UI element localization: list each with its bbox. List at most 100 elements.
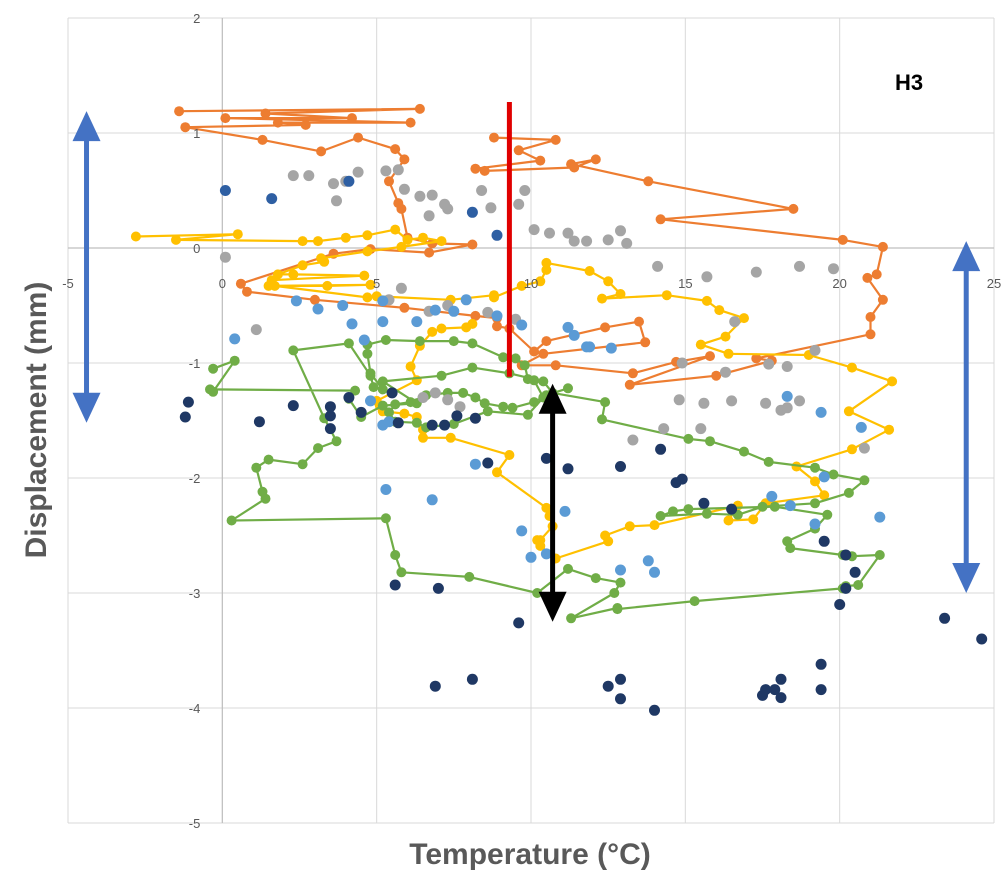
data-point — [362, 246, 373, 257]
series-1 — [174, 103, 888, 390]
data-point — [627, 368, 638, 379]
data-point — [458, 387, 469, 398]
data-point — [513, 617, 525, 629]
data-point — [395, 282, 407, 294]
data-point — [615, 577, 626, 588]
data-point — [819, 490, 830, 501]
data-point — [840, 582, 852, 594]
data-point — [392, 417, 404, 429]
data-point — [785, 543, 796, 554]
data-point — [290, 295, 302, 307]
data-point — [535, 276, 546, 287]
data-point — [513, 198, 525, 210]
data-point — [380, 484, 392, 495]
data-point — [287, 400, 299, 412]
data-point — [445, 432, 456, 443]
data-point — [380, 165, 392, 177]
data-point — [683, 433, 694, 444]
data-point — [389, 579, 401, 591]
data-point — [541, 336, 552, 347]
data-point — [769, 501, 780, 512]
data-point — [624, 379, 635, 390]
data-point — [479, 398, 490, 409]
data-point — [454, 401, 466, 413]
x-tick-label: 25 — [987, 276, 1001, 291]
data-point — [489, 132, 499, 143]
data-point — [855, 421, 867, 433]
data-point — [492, 321, 502, 332]
y-tick-label: -1 — [189, 356, 201, 371]
data-point — [405, 361, 416, 372]
data-point — [343, 392, 355, 403]
data-point — [794, 395, 805, 407]
data-point — [469, 458, 481, 470]
data-point — [865, 329, 876, 340]
data-point — [253, 416, 265, 428]
data-point — [130, 231, 141, 242]
data-point — [242, 286, 252, 297]
data-point — [426, 189, 438, 201]
data-point — [414, 336, 425, 347]
data-point — [810, 498, 820, 509]
data-point — [417, 392, 429, 403]
data-point — [602, 680, 614, 692]
data-point — [482, 306, 494, 318]
data-point — [781, 390, 793, 402]
data-point — [862, 272, 873, 283]
data-point — [621, 237, 633, 249]
data-point — [479, 165, 490, 176]
data-point — [352, 166, 364, 178]
data-point — [843, 487, 854, 498]
data-point — [550, 134, 561, 145]
x-tick-label: 20 — [832, 276, 846, 291]
data-point — [535, 535, 546, 546]
data-point — [429, 304, 441, 316]
data-point — [562, 321, 574, 333]
data-point — [399, 408, 410, 419]
data-point — [492, 467, 502, 478]
data-point — [563, 383, 573, 394]
data-point — [676, 473, 688, 485]
data-point — [399, 302, 410, 313]
data-point — [399, 154, 410, 165]
data-point — [668, 506, 678, 517]
data-point — [877, 294, 888, 305]
series-7 — [179, 387, 988, 716]
data-point — [568, 329, 580, 341]
data-point — [451, 410, 463, 422]
data-point — [661, 290, 672, 301]
data-point — [251, 462, 262, 473]
data-point — [769, 684, 781, 696]
data-point — [766, 490, 778, 502]
data-point — [260, 108, 271, 119]
data-point — [467, 318, 478, 329]
data-point — [226, 515, 237, 526]
data-point — [540, 452, 552, 464]
y-tick-label: -3 — [189, 586, 201, 601]
data-point — [784, 500, 796, 512]
data-point — [180, 122, 191, 133]
data-point — [705, 436, 715, 447]
data-point — [303, 170, 315, 182]
data-point — [566, 613, 577, 624]
data-point — [815, 406, 827, 418]
data-point — [538, 376, 549, 387]
data-point — [288, 269, 299, 280]
data-point — [859, 475, 870, 486]
data-point — [174, 106, 185, 117]
data-point — [402, 234, 413, 245]
blue-double-arrow-head-down — [952, 563, 981, 593]
data-point — [695, 423, 707, 435]
data-point — [396, 567, 407, 578]
data-point — [396, 241, 407, 252]
data-point — [843, 406, 854, 417]
data-point — [815, 658, 827, 670]
data-point — [439, 419, 451, 431]
data-point — [775, 692, 787, 704]
data-point — [448, 419, 459, 429]
y-tick-label: 1 — [193, 126, 200, 141]
data-point — [312, 303, 324, 315]
data-point — [884, 424, 895, 435]
data-point — [739, 313, 749, 324]
data-point — [698, 397, 710, 409]
